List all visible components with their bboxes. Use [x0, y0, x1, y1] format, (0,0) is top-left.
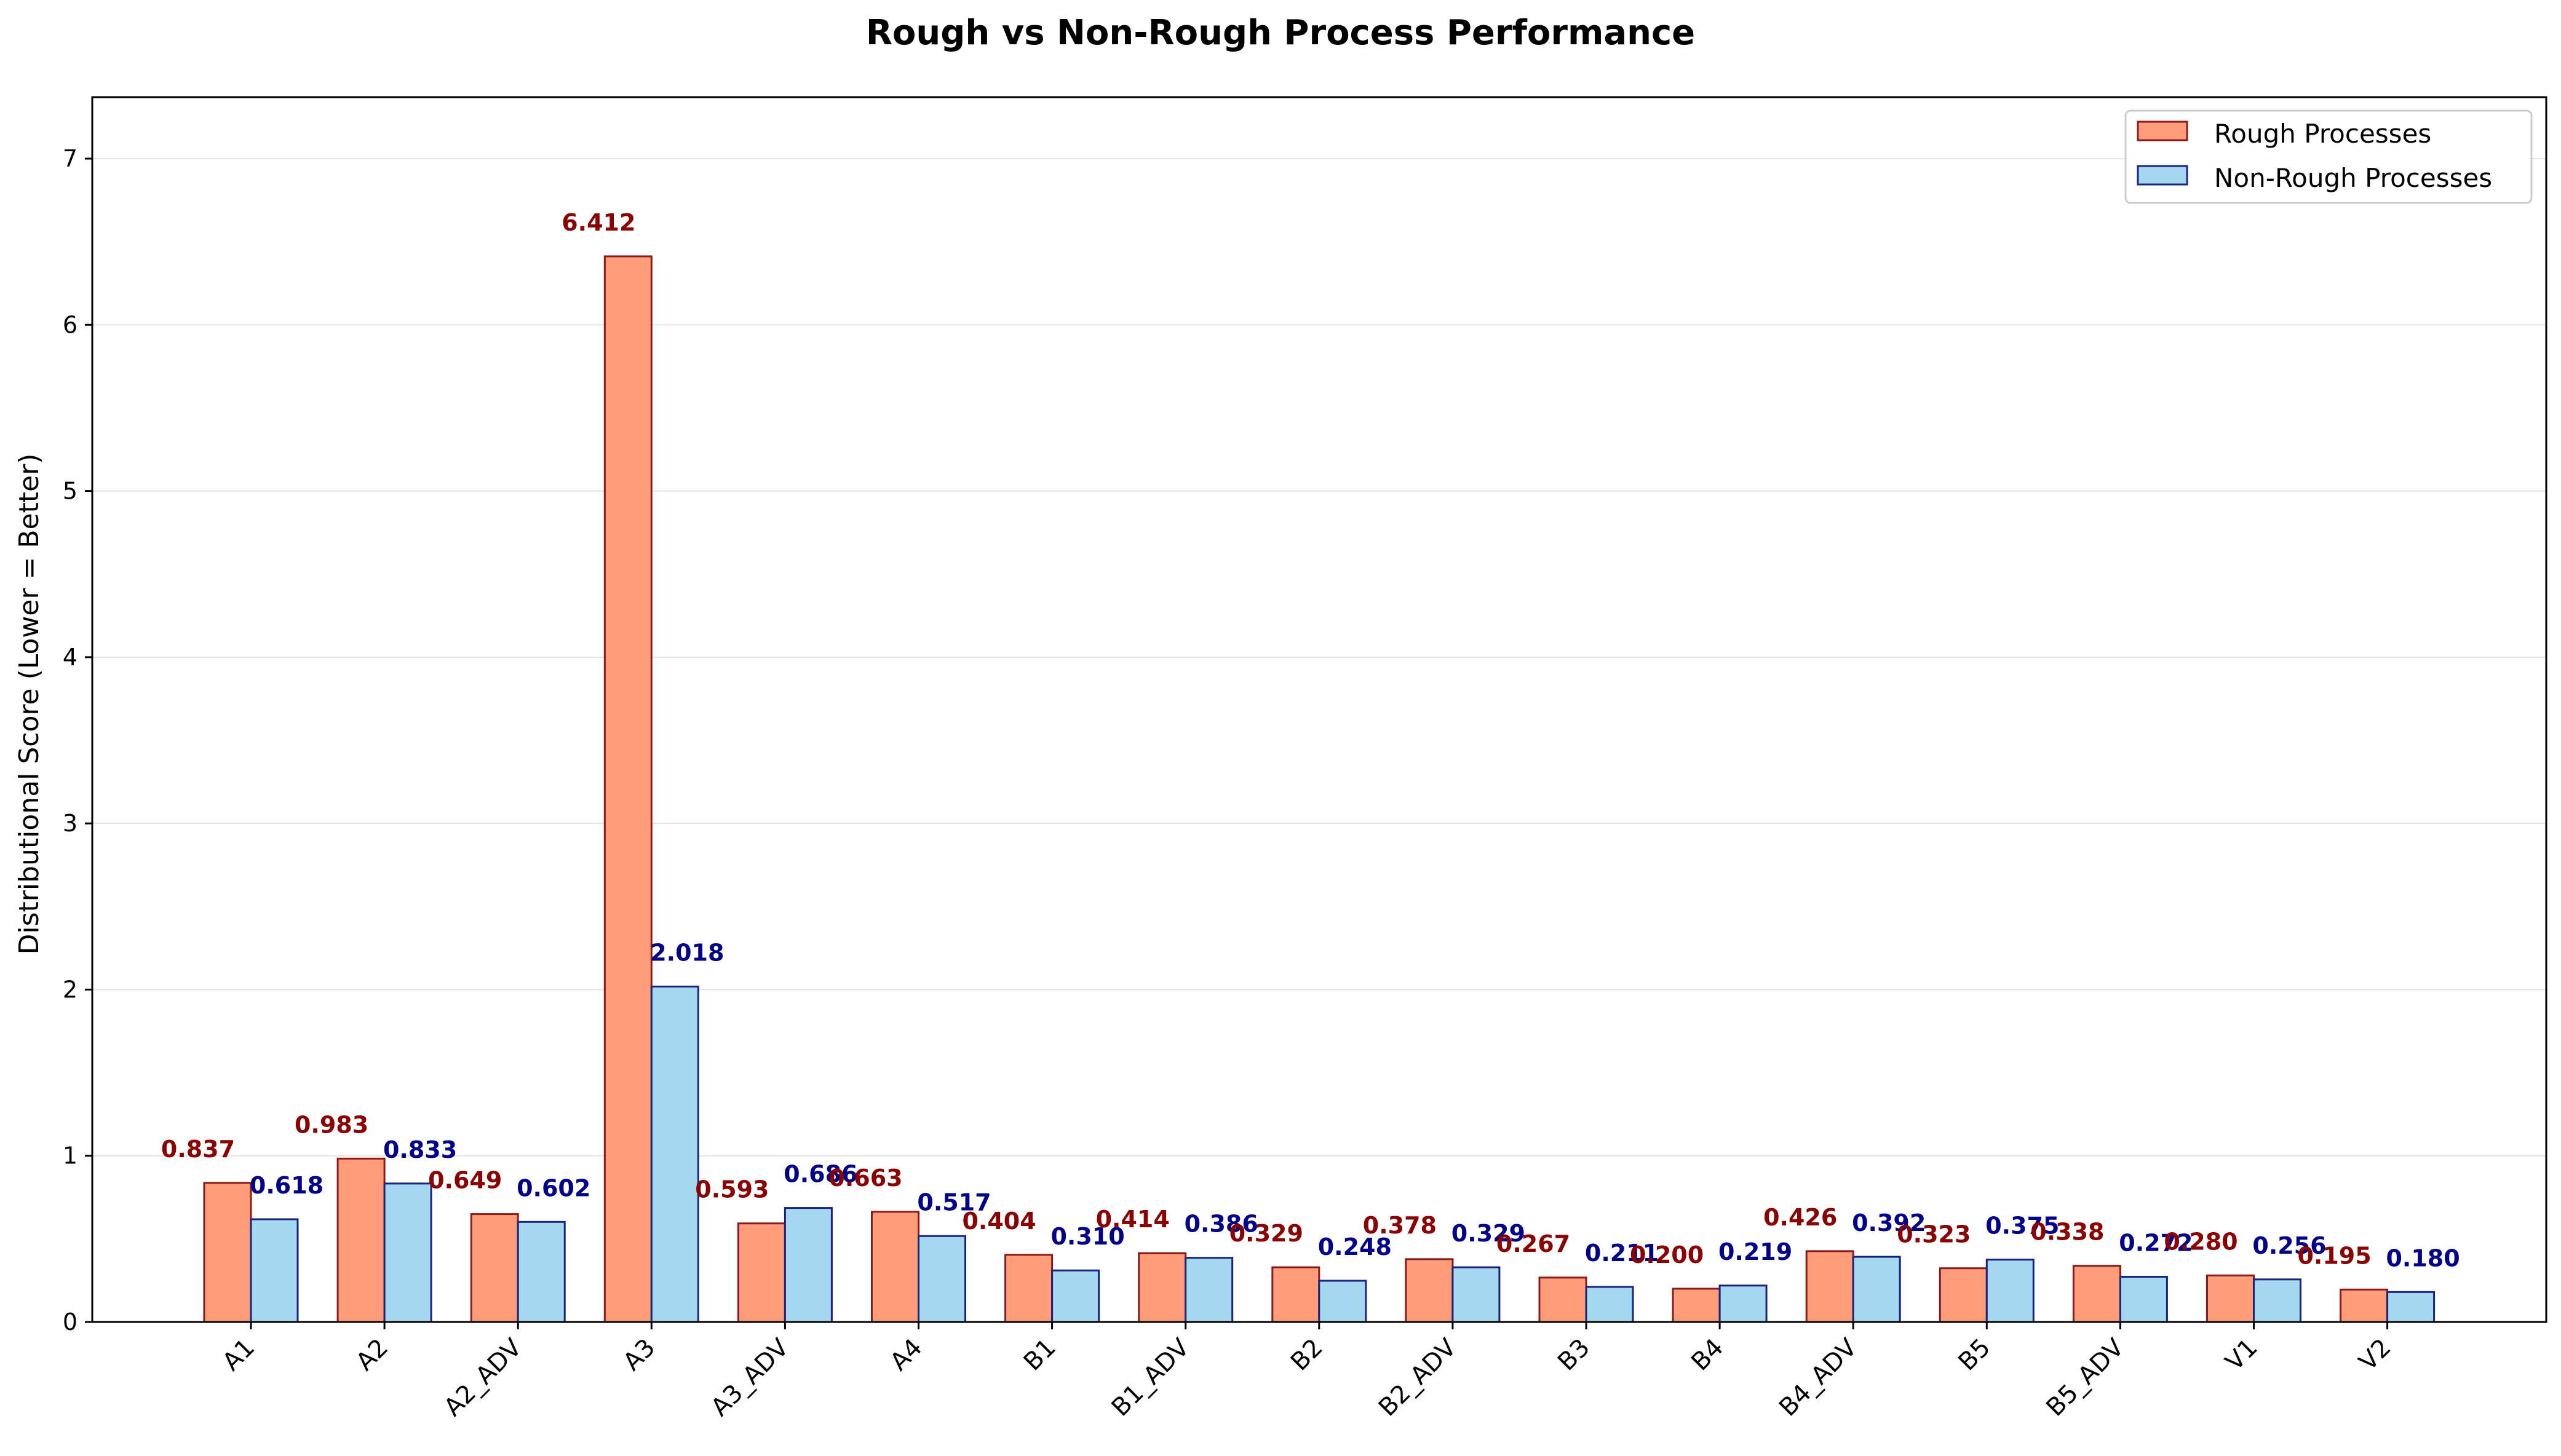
y-axis-label: Distributional Score (Lower = Better)	[14, 454, 45, 955]
y-tick-label: 6	[63, 311, 77, 338]
rough-bar	[737, 1222, 786, 1323]
rough-bar	[2340, 1288, 2389, 1323]
rough-bar	[1405, 1258, 1454, 1323]
non-rough-bar	[1318, 1280, 1367, 1323]
non-rough-bar	[1718, 1284, 1768, 1323]
rough-value-label: 0.195	[2297, 1242, 2371, 1269]
y-tick-label: 5	[63, 478, 77, 505]
non-rough-value-label: 0.618	[250, 1172, 324, 1199]
non-rough-value-label: 0.386	[1185, 1211, 1258, 1238]
y-tick-label: 7	[63, 145, 77, 172]
non-rough-value-label: 0.833	[383, 1136, 457, 1163]
rough-bar	[1271, 1266, 1320, 1323]
rough-bar	[1672, 1288, 1721, 1323]
legend-label-rough: Rough Processes	[2214, 119, 2431, 149]
rough-bar	[1939, 1267, 1988, 1323]
non-rough-bar	[2253, 1278, 2301, 1323]
rough-value-label: 0.329	[1229, 1220, 1303, 1247]
rough-value-label: 0.323	[1897, 1221, 1971, 1248]
y-tick-label: 3	[63, 810, 77, 837]
rough-value-label: 0.663	[828, 1165, 902, 1192]
legend-swatch-rough	[2137, 121, 2188, 141]
rough-bar	[203, 1182, 252, 1323]
non-rough-bar	[784, 1207, 833, 1323]
non-rough-value-label: 0.180	[2386, 1244, 2460, 1272]
non-rough-bar	[1985, 1259, 2035, 1323]
rough-value-label: 0.593	[695, 1176, 769, 1203]
y-tick-label: 4	[63, 644, 77, 671]
non-rough-value-label: 0.310	[1050, 1223, 1124, 1250]
rough-value-label: 0.267	[1496, 1230, 1570, 1257]
non-rough-value-label: 0.272	[2119, 1229, 2193, 1256]
legend-swatch-non-rough	[2137, 165, 2188, 186]
legend-frame	[2124, 109, 2533, 204]
rough-value-label: 0.404	[962, 1208, 1036, 1235]
non-rough-value-label: 0.329	[1451, 1220, 1525, 1247]
non-rough-bar	[2119, 1275, 2168, 1323]
non-rough-value-label: 0.375	[1985, 1213, 2059, 1240]
rough-bar	[470, 1213, 519, 1323]
non-rough-bar	[918, 1235, 966, 1323]
rough-value-label: 6.412	[562, 209, 635, 236]
non-rough-bar	[650, 986, 699, 1323]
non-rough-bar	[383, 1182, 432, 1323]
y-axis: 0 1 2 3 4 5 6 7	[63, 145, 92, 1335]
rough-value-label: 0.837	[161, 1136, 235, 1163]
rough-bar	[871, 1211, 919, 1323]
non-rough-bar	[1585, 1286, 1634, 1323]
rough-value-label: 0.414	[1096, 1206, 1170, 1233]
rough-value-label: 0.280	[2164, 1228, 2237, 1255]
non-rough-bar	[1451, 1266, 1501, 1323]
non-rough-value-label: 0.517	[917, 1189, 991, 1216]
y-tick-label: 2	[63, 976, 77, 1003]
rough-bar	[336, 1157, 386, 1323]
non-rough-value-label: 0.602	[517, 1174, 590, 1201]
rough-value-label: 0.338	[2030, 1219, 2104, 1246]
rough-value-label: 0.378	[1363, 1212, 1437, 1239]
y-tick-label: 0	[63, 1308, 77, 1335]
non-rough-bar	[517, 1221, 566, 1323]
rough-bar	[2072, 1265, 2121, 1323]
non-rough-bar	[1185, 1257, 1234, 1323]
non-rough-value-label: 0.392	[1852, 1209, 1926, 1236]
non-rough-value-label: 0.211	[1585, 1240, 1659, 1267]
value-labels: 0.837 0.618 0.983 0.833 0.649 0.602 6.412 2.018…	[161, 209, 2460, 1272]
legend: Rough Processes Non-Rough Processes	[2124, 109, 2533, 204]
legend-label-non-rough: Non-Rough Processes	[2214, 163, 2492, 193]
non-rough-value-label: 0.686	[784, 1161, 857, 1188]
non-rough-value-label: 2.018	[650, 940, 724, 967]
non-rough-value-label: 0.248	[1318, 1233, 1392, 1260]
rough-value-label: 0.200	[1630, 1241, 1704, 1268]
rough-bar	[1538, 1276, 1587, 1323]
rough-value-label: 0.426	[1763, 1204, 1837, 1231]
bars	[203, 255, 2436, 1323]
rough-bar	[603, 255, 653, 1323]
rough-value-label: 0.983	[295, 1111, 368, 1138]
non-rough-value-label: 0.219	[1718, 1238, 1792, 1265]
non-rough-bar	[1051, 1269, 1100, 1323]
non-rough-bar	[2386, 1291, 2436, 1323]
rough-bar	[2206, 1274, 2255, 1323]
rough-bar	[1805, 1250, 1854, 1323]
chart-title: Rough vs Non-Rough Process Performance	[866, 13, 1695, 53]
non-rough-bar	[250, 1218, 299, 1323]
rough-bar	[1138, 1252, 1187, 1323]
y-tick-label: 1	[63, 1142, 77, 1169]
rough-bar	[1004, 1254, 1054, 1323]
rough-value-label: 0.649	[428, 1167, 502, 1194]
non-rough-bar	[1852, 1256, 1901, 1323]
non-rough-value-label: 0.256	[2252, 1232, 2326, 1259]
